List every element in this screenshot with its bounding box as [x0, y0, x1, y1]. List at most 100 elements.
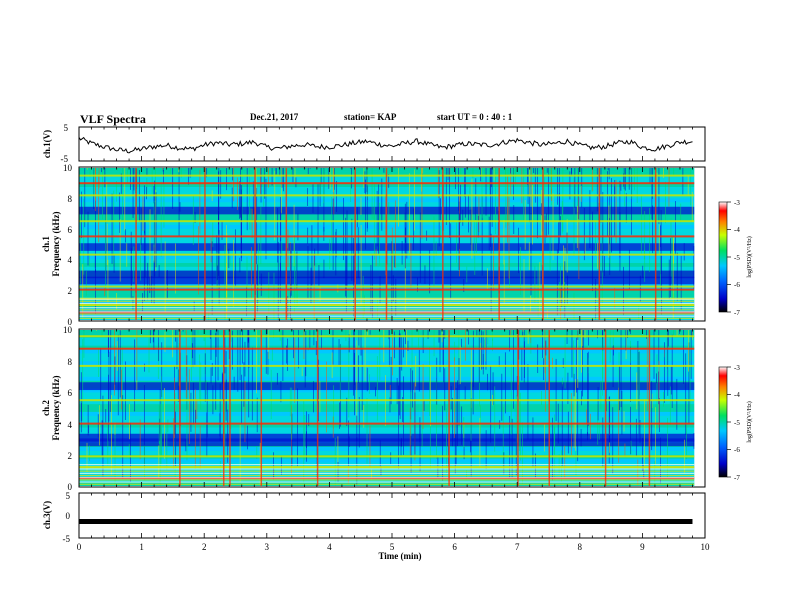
spectrogram-streak [691, 192, 693, 222]
spectrogram-streak [463, 446, 465, 460]
spectrogram-streak [584, 330, 586, 338]
spectrogram-streak [347, 466, 349, 484]
spectrogram-streak [265, 330, 267, 374]
spectrogram-streak [360, 330, 362, 356]
colorbar-2-ticks [727, 366, 731, 478]
spectrogram-streak [287, 296, 289, 318]
spectrogram-streak [211, 241, 213, 315]
spectrogram-streak [383, 330, 385, 363]
spectrogram-streak [347, 420, 349, 466]
spectrogram-streak [98, 168, 100, 189]
spectrogram-streak [577, 330, 579, 388]
spectrogram-streak [480, 342, 482, 371]
spectrogram-streak [206, 168, 208, 178]
spectrogram-streak [521, 168, 523, 204]
spectrogram-low-band [79, 479, 695, 481]
spectrogram-streak [106, 223, 108, 266]
spectrogram-streak [102, 168, 103, 220]
spectrogram-streak [84, 168, 86, 228]
spectrogram-streak [173, 418, 174, 470]
xtick-3: 3 [265, 542, 270, 552]
spectrogram-streak [458, 358, 460, 426]
colorbar-2 [718, 366, 728, 478]
spectrogram-streak [124, 168, 126, 231]
spectrogram-streak [159, 440, 161, 455]
spectrogram-hot-line [604, 330, 607, 486]
spectrogram-streak [375, 249, 377, 267]
spectrogram-streak [313, 330, 315, 346]
spectrogram-streak [454, 434, 456, 474]
spectrogram-streak [652, 205, 654, 254]
spectrogram-streak [349, 330, 351, 338]
ch2-ytick-10: 10 [63, 325, 73, 335]
spectrogram-streak [625, 193, 627, 223]
spectrogram-hot-line [542, 168, 544, 320]
spectrogram-streak [356, 437, 358, 486]
ch1-ylabel: ch.1(V) [42, 130, 52, 158]
spectrogram-streak [560, 216, 561, 237]
spectrogram-streak [623, 266, 624, 316]
spectrogram-streak [608, 396, 610, 464]
spectrogram-streak [530, 168, 532, 207]
spectrogram-streak [609, 204, 611, 264]
spectrogram-streak [256, 187, 258, 265]
spectrogram-streak [628, 249, 630, 290]
spectrogram-streak [275, 168, 277, 174]
spectrogram-streak [614, 179, 616, 195]
ch1-ytick-10: 10 [63, 163, 73, 173]
spectrogram-low-band [79, 481, 695, 483]
xtick-7: 7 [515, 542, 520, 552]
ch3-ytick-m5: -5 [63, 534, 71, 544]
spectrogram-streak [303, 330, 305, 360]
spectrogram-streak [507, 168, 509, 226]
spectrogram-streak [318, 359, 319, 422]
spectrogram-streak [110, 330, 112, 412]
ch1-ytick-top: 5 [64, 123, 69, 133]
spectrogram-streak [663, 342, 665, 403]
spectrogram-streak [181, 330, 182, 331]
ch2-ytick-2: 2 [68, 451, 73, 461]
spectrogram-streak [449, 168, 450, 238]
spectrogram-streak [630, 440, 632, 455]
spectrogram-streak [418, 330, 419, 349]
spectrogram-streak [575, 450, 577, 476]
spectrogram-streak [331, 196, 333, 253]
spectrogram-streak [687, 175, 689, 196]
spectrogram-streak [442, 333, 444, 367]
spectrogram-streak [624, 443, 626, 457]
spectrogram-streak [295, 252, 297, 309]
colorbar-2-tick-m6: -6 [734, 446, 740, 454]
spectrogram-streak [474, 219, 476, 275]
spectrogram-streak [403, 337, 404, 358]
spectrogram-streak [404, 251, 406, 312]
spectrogram-streak [303, 401, 305, 484]
spectrogram-streak [671, 334, 673, 409]
spectrogram-streak [544, 424, 546, 452]
spectrogram-streak [337, 462, 339, 482]
spectrogram-streak [460, 168, 462, 178]
spectrogram-streak [433, 216, 435, 287]
spectrogram-streak [280, 212, 282, 242]
spectrogram-streak [361, 347, 363, 411]
spectrogram-streak [464, 386, 466, 400]
spectrogram-streak [244, 380, 246, 443]
ch1-ytick-0: 0 [68, 317, 73, 327]
spectrogram-streak [268, 330, 270, 360]
spectrogram-streak [392, 330, 393, 376]
spectrogram-streak [423, 400, 425, 411]
spectrogram-streak [161, 376, 162, 458]
spectrogram-streak [250, 208, 252, 230]
spectrogram-streak [348, 436, 350, 447]
spectrogram-streak [614, 186, 616, 237]
spectrogram-streak [534, 453, 536, 478]
spectrogram-streak [534, 168, 536, 203]
spectrogram-streak [556, 249, 558, 316]
spectrogram-streak [102, 395, 104, 477]
spectrogram-streak [279, 168, 281, 176]
spectrogram-streak [242, 330, 243, 364]
spectrogram-streak [421, 168, 422, 192]
spectrogram-hot-line [354, 168, 356, 320]
spectrogram-row [79, 474, 695, 479]
spectrogram-streak [505, 168, 507, 228]
spectrogram-row [79, 427, 695, 432]
